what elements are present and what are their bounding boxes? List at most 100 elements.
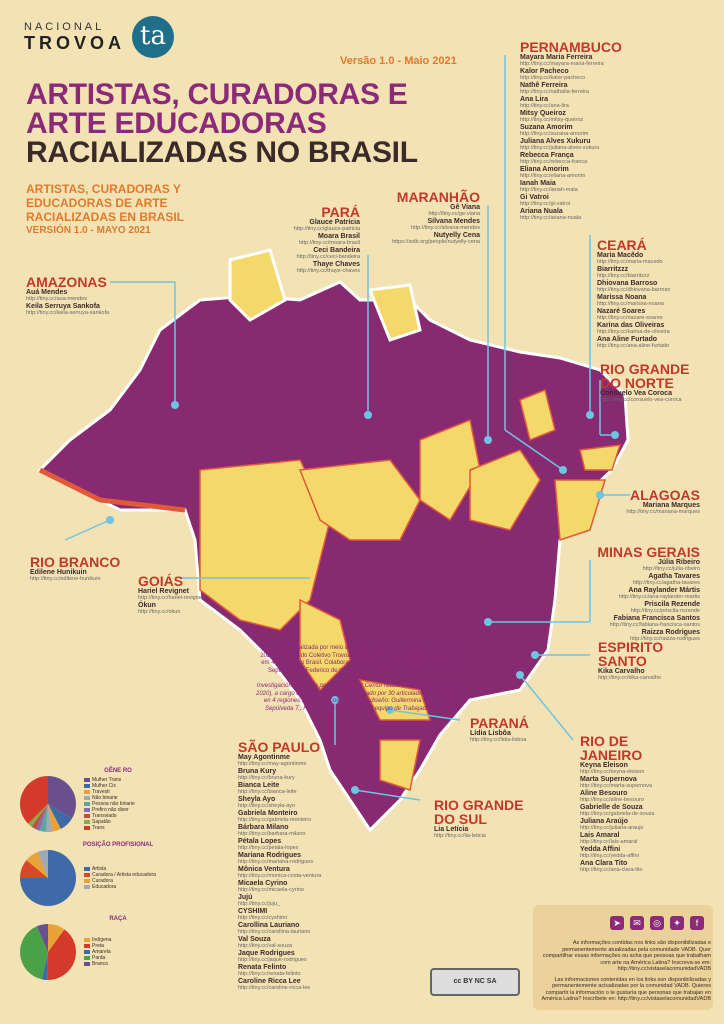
artist-entry[interactable]: Mariana Rodrigues http://tiny.cc/mariana-… [238, 852, 348, 866]
artist-link[interactable]: http://tiny.cc/nazare-soares [597, 315, 663, 321]
artist-entry[interactable]: Yedda Affini http://tiny.cc/yedda-affini [580, 846, 700, 860]
artist-link[interactable]: http://tiny.cc/gabriela-de-souza [580, 811, 655, 817]
artist-entry[interactable]: Auá Mendes http://tiny.cc/aua-mendes [26, 289, 146, 303]
artist-link[interactable]: http://tiny.cc/moara-brasil [298, 240, 360, 246]
artist-entry[interactable]: Carollina Lauriano http://tiny.cc/carolli… [238, 922, 348, 936]
artist-entry[interactable]: Suzana Amorim http://tiny.cc/suzana-amori… [520, 124, 640, 138]
artist-link[interactable]: http://tiny.cc/raizza-rodrigues [630, 636, 700, 642]
artist-link[interactable]: http://tiny.cc/agatha-tavares [632, 580, 700, 586]
artist-link[interactable]: http://tiny.cc/monica-costa-ventura [238, 873, 322, 879]
artist-link[interactable]: http://tiny.cc/ana-raylander-martis [618, 594, 700, 600]
artist-entry[interactable]: Nathê Ferreira http://tiny.cc/nathalia-fe… [520, 82, 640, 96]
artist-entry[interactable]: Ana Aline Furtado http://tiny.cc/ana-alin… [597, 336, 717, 350]
artist-link[interactable]: http://tiny.cc/priscila-rezende [630, 608, 700, 614]
artist-link[interactable]: http://tiny.cc/barbara-milano [238, 831, 306, 837]
artist-entry[interactable]: Dhiovana Barroso http://tiny.cc/dhiovana-… [597, 280, 717, 294]
artist-entry[interactable]: Juliana Araújo http://tiny.cc/juliana-ara… [580, 818, 700, 832]
artist-link[interactable]: http://tiny.cc/rebecca-franca [520, 159, 588, 165]
artist-entry[interactable]: Keila Serruya Sankofa http://tiny.cc/keil… [26, 303, 146, 317]
artist-entry[interactable]: Ana Raylander Mártis http://tiny.cc/ana-r… [590, 587, 700, 601]
artist-entry[interactable]: Hariel Revignet http://tiny.cc/hariel-rev… [138, 588, 238, 602]
artist-link[interactable]: http://tiny.cc/mariana-marques [626, 509, 700, 515]
artist-link[interactable]: http://tiny.cc/lais-amaral [580, 839, 638, 845]
artist-entry[interactable]: Val Souza http://tiny.cc/val-souza [238, 936, 348, 950]
artist-link[interactable]: http://tiny.cc/gabriela-monteiro [238, 817, 312, 823]
artist-entry[interactable]: Gi Vatroi http://tiny.cc/gi-vatroi [520, 194, 640, 208]
artist-link[interactable]: http://tiny.cc/okun [138, 609, 181, 615]
artist-entry[interactable]: Juliana Alves Xukuru http://tiny.cc/julia… [520, 138, 640, 152]
artist-link[interactable]: http://tiny.cc/ana-clara-tito [580, 867, 643, 873]
artist-entry[interactable]: Lídia Lisbôa http://tiny.cc/lidia-lisboa [470, 730, 570, 744]
artist-link[interactable]: http://tiny.cc/cyshimi [238, 915, 287, 921]
artist-link[interactable]: http://tiny.cc/keyna-eleison [580, 769, 645, 775]
artist-entry[interactable]: Maria Macêdo http://tiny.cc/maria-macedo [597, 252, 717, 266]
artist-entry[interactable]: Mônica Ventura http://tiny.cc/monica-cost… [238, 866, 348, 880]
artist-link[interactable]: http://tiny.cc/renata-felinto [238, 971, 301, 977]
artist-entry[interactable]: Gabrielle de Souza http://tiny.cc/gabriel… [580, 804, 700, 818]
artist-entry[interactable]: Nazaré Soares http://tiny.cc/nazare-soare… [597, 308, 717, 322]
artist-entry[interactable]: Agatha Tavares http://tiny.cc/agatha-tava… [590, 573, 700, 587]
artist-entry[interactable]: Mariana Marques http://tiny.cc/mariana-ma… [600, 502, 700, 516]
artist-entry[interactable]: Aline Besouro http://tiny.cc/aline-besour… [580, 790, 700, 804]
artist-entry[interactable]: Nutyelly Cena https://solb.org/people/nut… [380, 232, 480, 246]
artist-link[interactable]: http://tiny.cc/silvana-mendes [411, 225, 480, 231]
artist-entry[interactable]: Jaque Rodrigues http://tiny.cc/jaque-rodr… [238, 950, 348, 964]
artist-link[interactable]: http://tiny.cc/ana-aline-furtado [597, 343, 670, 349]
artist-link[interactable]: http://tiny.cc/eliana-amorim [520, 173, 586, 179]
artist-entry[interactable]: Júlia Ribeiro http://tiny.cc/julia-ribeir… [590, 559, 700, 573]
artist-link[interactable]: http://tiny.cc/nathalia-ferreira [520, 89, 589, 95]
artist-link[interactable]: http://tiny.cc/ge-viana [428, 211, 480, 217]
artist-entry[interactable]: Edilene Hunikuin http://tiny.cc/edilene-h… [30, 569, 140, 583]
artist-entry[interactable]: Thaye Chaves http://tiny.cc/thaye-chaves [260, 261, 360, 275]
facebook-icon[interactable]: f [690, 916, 704, 930]
artist-entry[interactable]: Renata Felinto http://tiny.cc/renata-feli… [238, 964, 348, 978]
artist-entry[interactable]: Keyna Eleison http://tiny.cc/keyna-eleiso… [580, 762, 700, 776]
artist-link[interactable]: http://tiny.cc/jaque-rodrigues [238, 957, 307, 963]
artist-link[interactable]: http://tiny.cc/bianca-leite [238, 789, 297, 795]
artist-link[interactable]: http://tiny.cc/micaela-cyrino [238, 887, 304, 893]
artist-entry[interactable]: Mayara Maria Ferreira http://tiny.cc/maya… [520, 54, 640, 68]
artist-link[interactable]: http://tiny.cc/mayara-maria-ferreira [520, 61, 604, 67]
artist-link[interactable]: http://tiny.cc/caroline-ricca-lee [238, 985, 311, 991]
artist-link[interactable]: http://tiny.cc/hariel-revignet [138, 595, 204, 601]
artist-link[interactable]: http://tiny.cc/juju_ [238, 901, 281, 907]
artist-entry[interactable]: Ianah Maia http://tiny.cc/ianah-maia [520, 180, 640, 194]
artist-entry[interactable]: CYSHIMI http://tiny.cc/cyshimi [238, 908, 348, 922]
artist-link[interactable]: http://tiny.cc/thaye-chaves [296, 268, 360, 274]
artist-link[interactable]: http://tiny.cc/val-souza [238, 943, 293, 949]
artist-link[interactable]: http://tiny.cc/julia-ribeiro [642, 566, 700, 572]
artist-entry[interactable]: Silvana Mendes http://tiny.cc/silvana-men… [380, 218, 480, 232]
artist-entry[interactable]: Pétala Lopes http://tiny.cc/petala-lopes [238, 838, 348, 852]
artist-link[interactable]: http://tiny.cc/gi-vatroi [520, 201, 571, 207]
artist-link[interactable]: http://tiny.cc/marissa-noana [597, 301, 664, 307]
email-icon[interactable]: ✉ [630, 916, 644, 930]
artist-link[interactable]: http://tiny.cc/biarritzzz [597, 273, 650, 279]
artist-entry[interactable]: Caroline Ricca Lee http://tiny.cc/carolin… [238, 978, 348, 992]
artist-entry[interactable]: Rebecca França http://tiny.cc/rebecca-fra… [520, 152, 640, 166]
artist-entry[interactable]: Karina das Oliveiras http://tiny.cc/karin… [597, 322, 717, 336]
twitter-icon[interactable]: ✦ [670, 916, 684, 930]
artist-link[interactable]: http://tiny.cc/suzana-amorim [520, 131, 589, 137]
artist-entry[interactable]: Ana Lira http://tiny.cc/ana-lira [520, 96, 640, 110]
artist-link[interactable]: http://tiny.cc/ariana-nuala [520, 215, 582, 221]
artist-entry[interactable]: Mitsy Queiroz http://tiny.cc/mitsy-queiro… [520, 110, 640, 124]
artist-entry[interactable]: Consuelo Vea Coroca http://tiny.cc/consue… [600, 390, 720, 404]
artist-link[interactable]: http://tiny.cc/mitsy-queiroz [520, 117, 584, 123]
artist-entry[interactable]: Ariana Nuala http://tiny.cc/ariana-nuala [520, 208, 640, 222]
artist-link[interactable]: http://tiny.cc/lidia-lisboa [470, 737, 527, 743]
artist-entry[interactable]: Ókun http://tiny.cc/okun [138, 602, 238, 616]
artist-entry[interactable]: Biarritzzz http://tiny.cc/biarritzzz [597, 266, 717, 280]
artist-link[interactable]: http://tiny.cc/kika-carvalho [598, 675, 661, 681]
artist-entry[interactable]: Lais Amaral http://tiny.cc/lais-amaral [580, 832, 700, 846]
artist-entry[interactable]: Marissa Noana http://tiny.cc/marissa-noan… [597, 294, 717, 308]
artist-entry[interactable]: Moara Brasil http://tiny.cc/moara-brasil [260, 233, 360, 247]
artist-link[interactable]: http://tiny.cc/sheyla-ayo [238, 803, 296, 809]
artist-entry[interactable]: Fabiana Francisca Santos http://tiny.cc/f… [590, 615, 700, 629]
artist-entry[interactable]: Raizza Rodrigues http://tiny.cc/raizza-ro… [590, 629, 700, 643]
artist-entry[interactable]: May Agontinme http://tiny.cc/may-agontinm… [238, 754, 348, 768]
artist-entry[interactable]: Gabriela Monteiro http://tiny.cc/gabriela… [238, 810, 348, 824]
artist-link[interactable]: http://tiny.cc/maria-macedo [597, 259, 663, 265]
artist-entry[interactable]: Marta Supernova http://tiny.cc/marta-supe… [580, 776, 700, 790]
artist-link[interactable]: http://tiny.cc/petala-lopes [238, 845, 299, 851]
artist-link[interactable]: http://tiny.cc/kalor-pacheco [520, 75, 586, 81]
